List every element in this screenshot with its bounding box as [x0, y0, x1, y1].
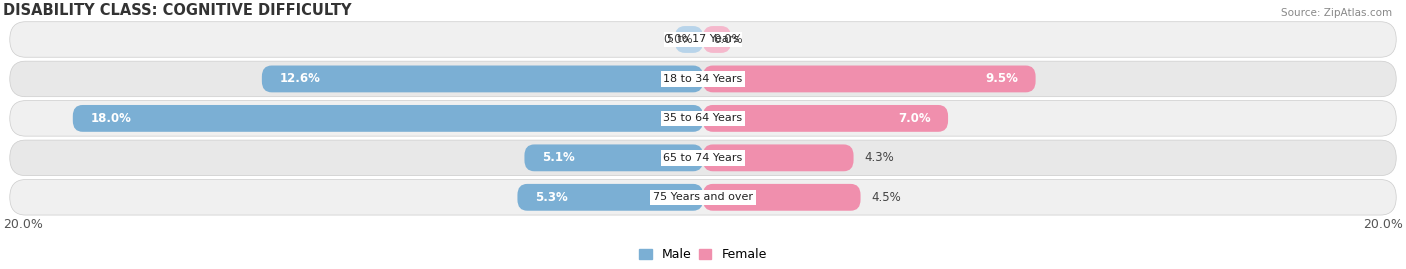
- Text: 5.1%: 5.1%: [541, 151, 575, 164]
- Text: DISABILITY CLASS: COGNITIVE DIFFICULTY: DISABILITY CLASS: COGNITIVE DIFFICULTY: [3, 3, 352, 18]
- Text: 18.0%: 18.0%: [90, 112, 131, 125]
- Text: 65 to 74 Years: 65 to 74 Years: [664, 153, 742, 163]
- FancyBboxPatch shape: [703, 105, 948, 132]
- Text: 9.5%: 9.5%: [986, 72, 1018, 86]
- FancyBboxPatch shape: [10, 179, 1396, 215]
- Text: 35 to 64 Years: 35 to 64 Years: [664, 114, 742, 123]
- Text: 75 Years and over: 75 Years and over: [652, 192, 754, 202]
- FancyBboxPatch shape: [262, 66, 703, 92]
- FancyBboxPatch shape: [10, 140, 1396, 176]
- Text: 5.3%: 5.3%: [534, 191, 568, 204]
- Text: Source: ZipAtlas.com: Source: ZipAtlas.com: [1281, 8, 1392, 18]
- Text: 4.5%: 4.5%: [872, 191, 901, 204]
- FancyBboxPatch shape: [73, 105, 703, 132]
- Text: 12.6%: 12.6%: [280, 72, 321, 86]
- FancyBboxPatch shape: [10, 22, 1396, 57]
- Text: 0.0%: 0.0%: [662, 33, 693, 46]
- Text: 5 to 17 Years: 5 to 17 Years: [666, 34, 740, 44]
- FancyBboxPatch shape: [10, 61, 1396, 97]
- FancyBboxPatch shape: [10, 101, 1396, 136]
- FancyBboxPatch shape: [703, 66, 1036, 92]
- FancyBboxPatch shape: [703, 184, 860, 211]
- FancyBboxPatch shape: [524, 144, 703, 171]
- FancyBboxPatch shape: [517, 184, 703, 211]
- Legend: Male, Female: Male, Female: [634, 243, 772, 266]
- FancyBboxPatch shape: [675, 26, 703, 53]
- Text: 0.0%: 0.0%: [713, 33, 744, 46]
- Text: 20.0%: 20.0%: [1364, 218, 1403, 231]
- Text: 4.3%: 4.3%: [865, 151, 894, 164]
- FancyBboxPatch shape: [703, 26, 731, 53]
- Text: 18 to 34 Years: 18 to 34 Years: [664, 74, 742, 84]
- Text: 20.0%: 20.0%: [3, 218, 42, 231]
- Text: 7.0%: 7.0%: [898, 112, 931, 125]
- FancyBboxPatch shape: [703, 144, 853, 171]
